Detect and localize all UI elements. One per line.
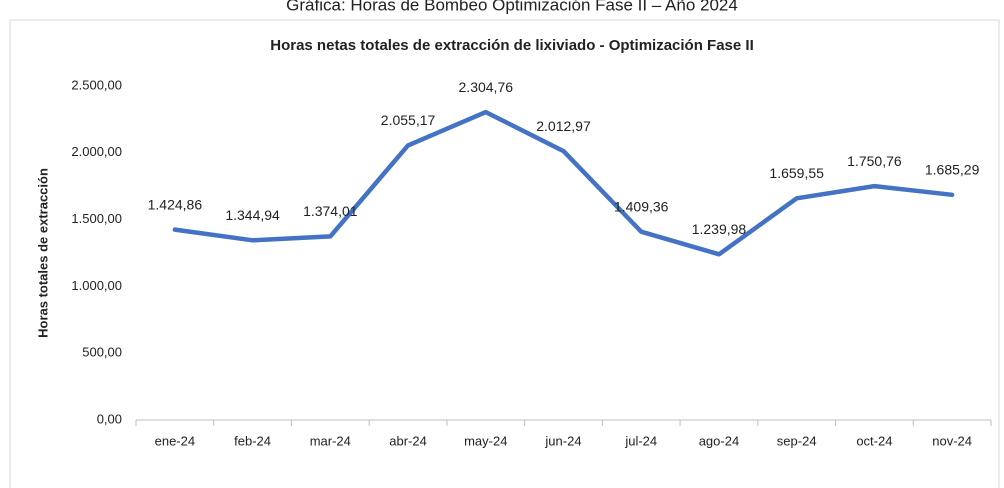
- data-label: 1.750,76: [847, 153, 902, 169]
- data-label: 2.304,76: [459, 79, 514, 95]
- data-label: 2.012,97: [536, 118, 591, 134]
- line-series: [172, 109, 955, 257]
- caption: Gráfica: Horas de Bombeo Optimización Fa…: [286, 0, 738, 14]
- y-tick-label: 1.500,00: [71, 211, 122, 226]
- data-label: 1.424,86: [148, 196, 203, 212]
- x-tick-label: jun-24: [544, 433, 581, 448]
- x-tick-label: may-24: [464, 433, 507, 448]
- data-label: 1.344,94: [225, 207, 280, 223]
- x-tick-label: ene-24: [155, 433, 195, 448]
- y-tick-label: 1.000,00: [71, 278, 122, 293]
- y-axis-label: Horas totales de extracción: [35, 168, 50, 338]
- data-label: 1.409,36: [614, 198, 669, 214]
- data-label: 2.055,17: [381, 112, 436, 128]
- x-tick-label: jul-24: [624, 433, 657, 448]
- x-tick-label: feb-24: [234, 433, 271, 448]
- data-label: 1.685,29: [925, 162, 980, 178]
- x-tick-label: nov-24: [932, 433, 972, 448]
- y-tick-label: 500,00: [82, 345, 122, 360]
- chart-title: Horas netas totales de extracción de lix…: [270, 37, 754, 54]
- data-label: 1.659,55: [769, 165, 824, 181]
- x-tick-label: oct-24: [856, 433, 892, 448]
- y-tick-label: 2.000,00: [71, 144, 122, 159]
- x-tick-label: ago-24: [699, 433, 739, 448]
- y-tick-label: 0,00: [97, 411, 122, 426]
- y-tick-label: 2.500,00: [71, 77, 122, 92]
- chart-frame: [9, 19, 1000, 488]
- x-tick-label: abr-24: [389, 433, 427, 448]
- x-tick-label: mar-24: [310, 433, 351, 448]
- data-label: 1.374,01: [303, 203, 358, 219]
- data-label: 1.239,98: [692, 221, 747, 237]
- x-tick-label: sep-24: [777, 433, 817, 448]
